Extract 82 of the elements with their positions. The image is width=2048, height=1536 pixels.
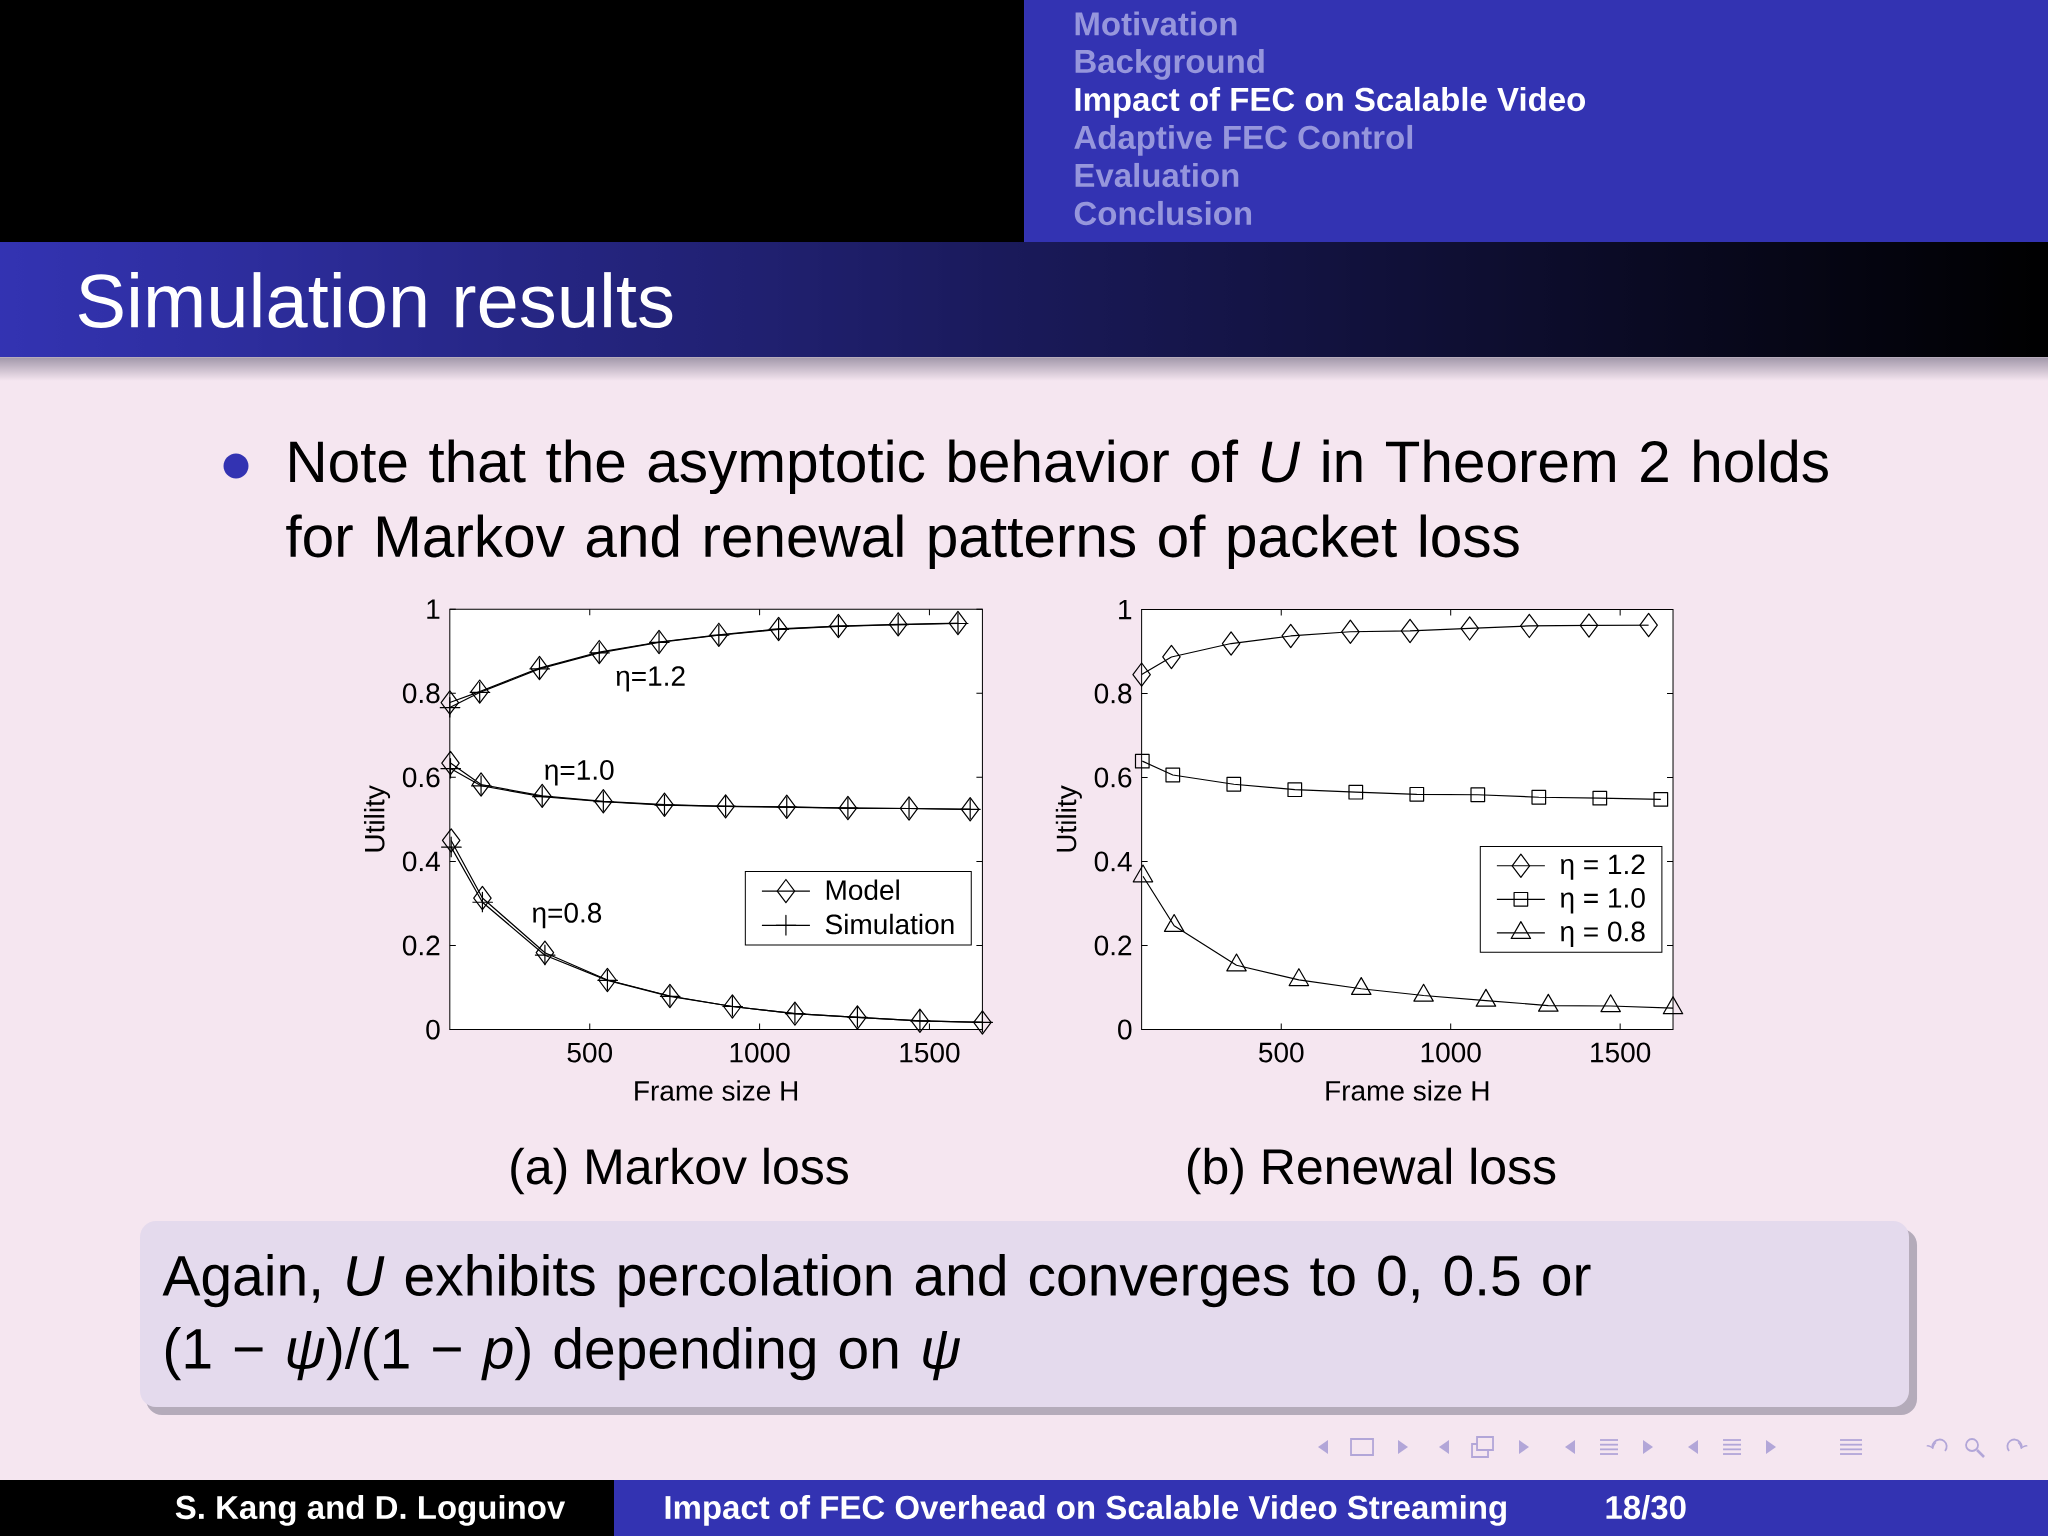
x-tick-label: 500 [567,1042,613,1063]
point [1653,791,1669,807]
legend-label: Model [826,879,899,901]
point [1639,612,1658,638]
point [1134,753,1150,769]
legend-label: Simulation [825,913,954,935]
point [1163,913,1185,932]
y-tick-label: 1 [427,599,440,619]
point [1409,786,1425,802]
point [1579,613,1599,638]
annotation: η=0.8 [532,902,602,929]
x-tick-label: 1500 [1591,1042,1651,1063]
point [1287,782,1303,798]
text: Evaluation [1075,162,1239,188]
point [1400,618,1420,644]
y-tick-label: 0.4 [1094,851,1132,872]
point [1226,776,1242,792]
annotation: η=1.2 [616,666,685,692]
legend-label: η = 1.2 [1560,854,1645,880]
y-tick-label: 0.4 [402,851,440,872]
text: Again, U exhibits percolation and converges to 0, 0.5 or (1 − ψ)/(1 − p) depending on ψ [162,1254,1591,1381]
y-tick-label: 0.2 [1094,935,1132,956]
point [439,757,462,780]
chart-title: Simulation results [78,272,673,328]
point [1132,864,1154,883]
text: S. Kang and D. Loguinov [175,1494,566,1526]
point [1165,767,1181,783]
point [1470,787,1486,803]
point [1413,983,1434,1002]
legend-label: η = 1.0 [1560,888,1645,914]
x-tick-label: 1000 [730,1042,790,1063]
y-tick-label: 0 [426,1019,440,1040]
text: Motivation [1075,11,1237,36]
y-tick-label: 0.6 [1094,767,1132,788]
point [1662,996,1684,1015]
point [1460,616,1479,641]
text: Conclusion [1074,200,1252,226]
y-tick-label: 1 [1119,599,1132,620]
legend-label: η = 0.8 [1560,921,1645,947]
x-tick-label: 1000 [1421,1042,1481,1063]
point [1226,953,1247,972]
y-tick-label: 0.8 [402,683,440,704]
y-tick-label: 0.2 [402,935,440,956]
point [1132,662,1151,687]
chart-subtitle: Note that the asymptotic behavior of U in Theorem 2 holds for Markov and renewal patterns of packet loss [286,439,1828,569]
y-axis-title: Utility [1055,785,1082,852]
point [1281,623,1301,649]
point [1520,613,1539,639]
point [471,891,494,913]
point [1288,968,1310,987]
text: (b) Renewal loss [1187,1147,1556,1195]
point [1221,631,1241,656]
point [1531,789,1547,805]
text: Impact of FEC on Scalable Video [1075,86,1586,118]
x-tick-label: 1500 [900,1042,960,1063]
point [441,828,461,853]
point [440,836,462,858]
point [1592,790,1608,806]
y-axis-title: Utility [363,785,391,852]
x-axis-title: Frame size H [1326,1080,1489,1101]
x-tick-label: 500 [1259,1042,1304,1063]
point [1538,993,1559,1012]
y-tick-label: 0 [1118,1019,1132,1040]
point [1348,784,1364,800]
text: Background [1075,48,1264,80]
text: (a) Markov loss [511,1147,848,1195]
y-tick-label: 0.6 [402,767,440,788]
text: 18/30 [1606,1494,1686,1520]
point [440,690,460,715]
point [473,885,492,911]
point [1162,644,1181,670]
point [1475,988,1497,1007]
point [1341,619,1360,644]
point [1600,994,1621,1013]
text: Impact of FEC Overhead on Scalable Video Streaming [665,1494,1506,1526]
point [439,696,461,719]
annotation: η=1.0 [545,760,614,786]
y-tick-label: 0.8 [1094,683,1132,704]
point [441,750,460,776]
x-axis-title: Frame size H [635,1080,798,1101]
text: Adaptive FEC Control [1074,124,1413,156]
point [1350,976,1372,995]
